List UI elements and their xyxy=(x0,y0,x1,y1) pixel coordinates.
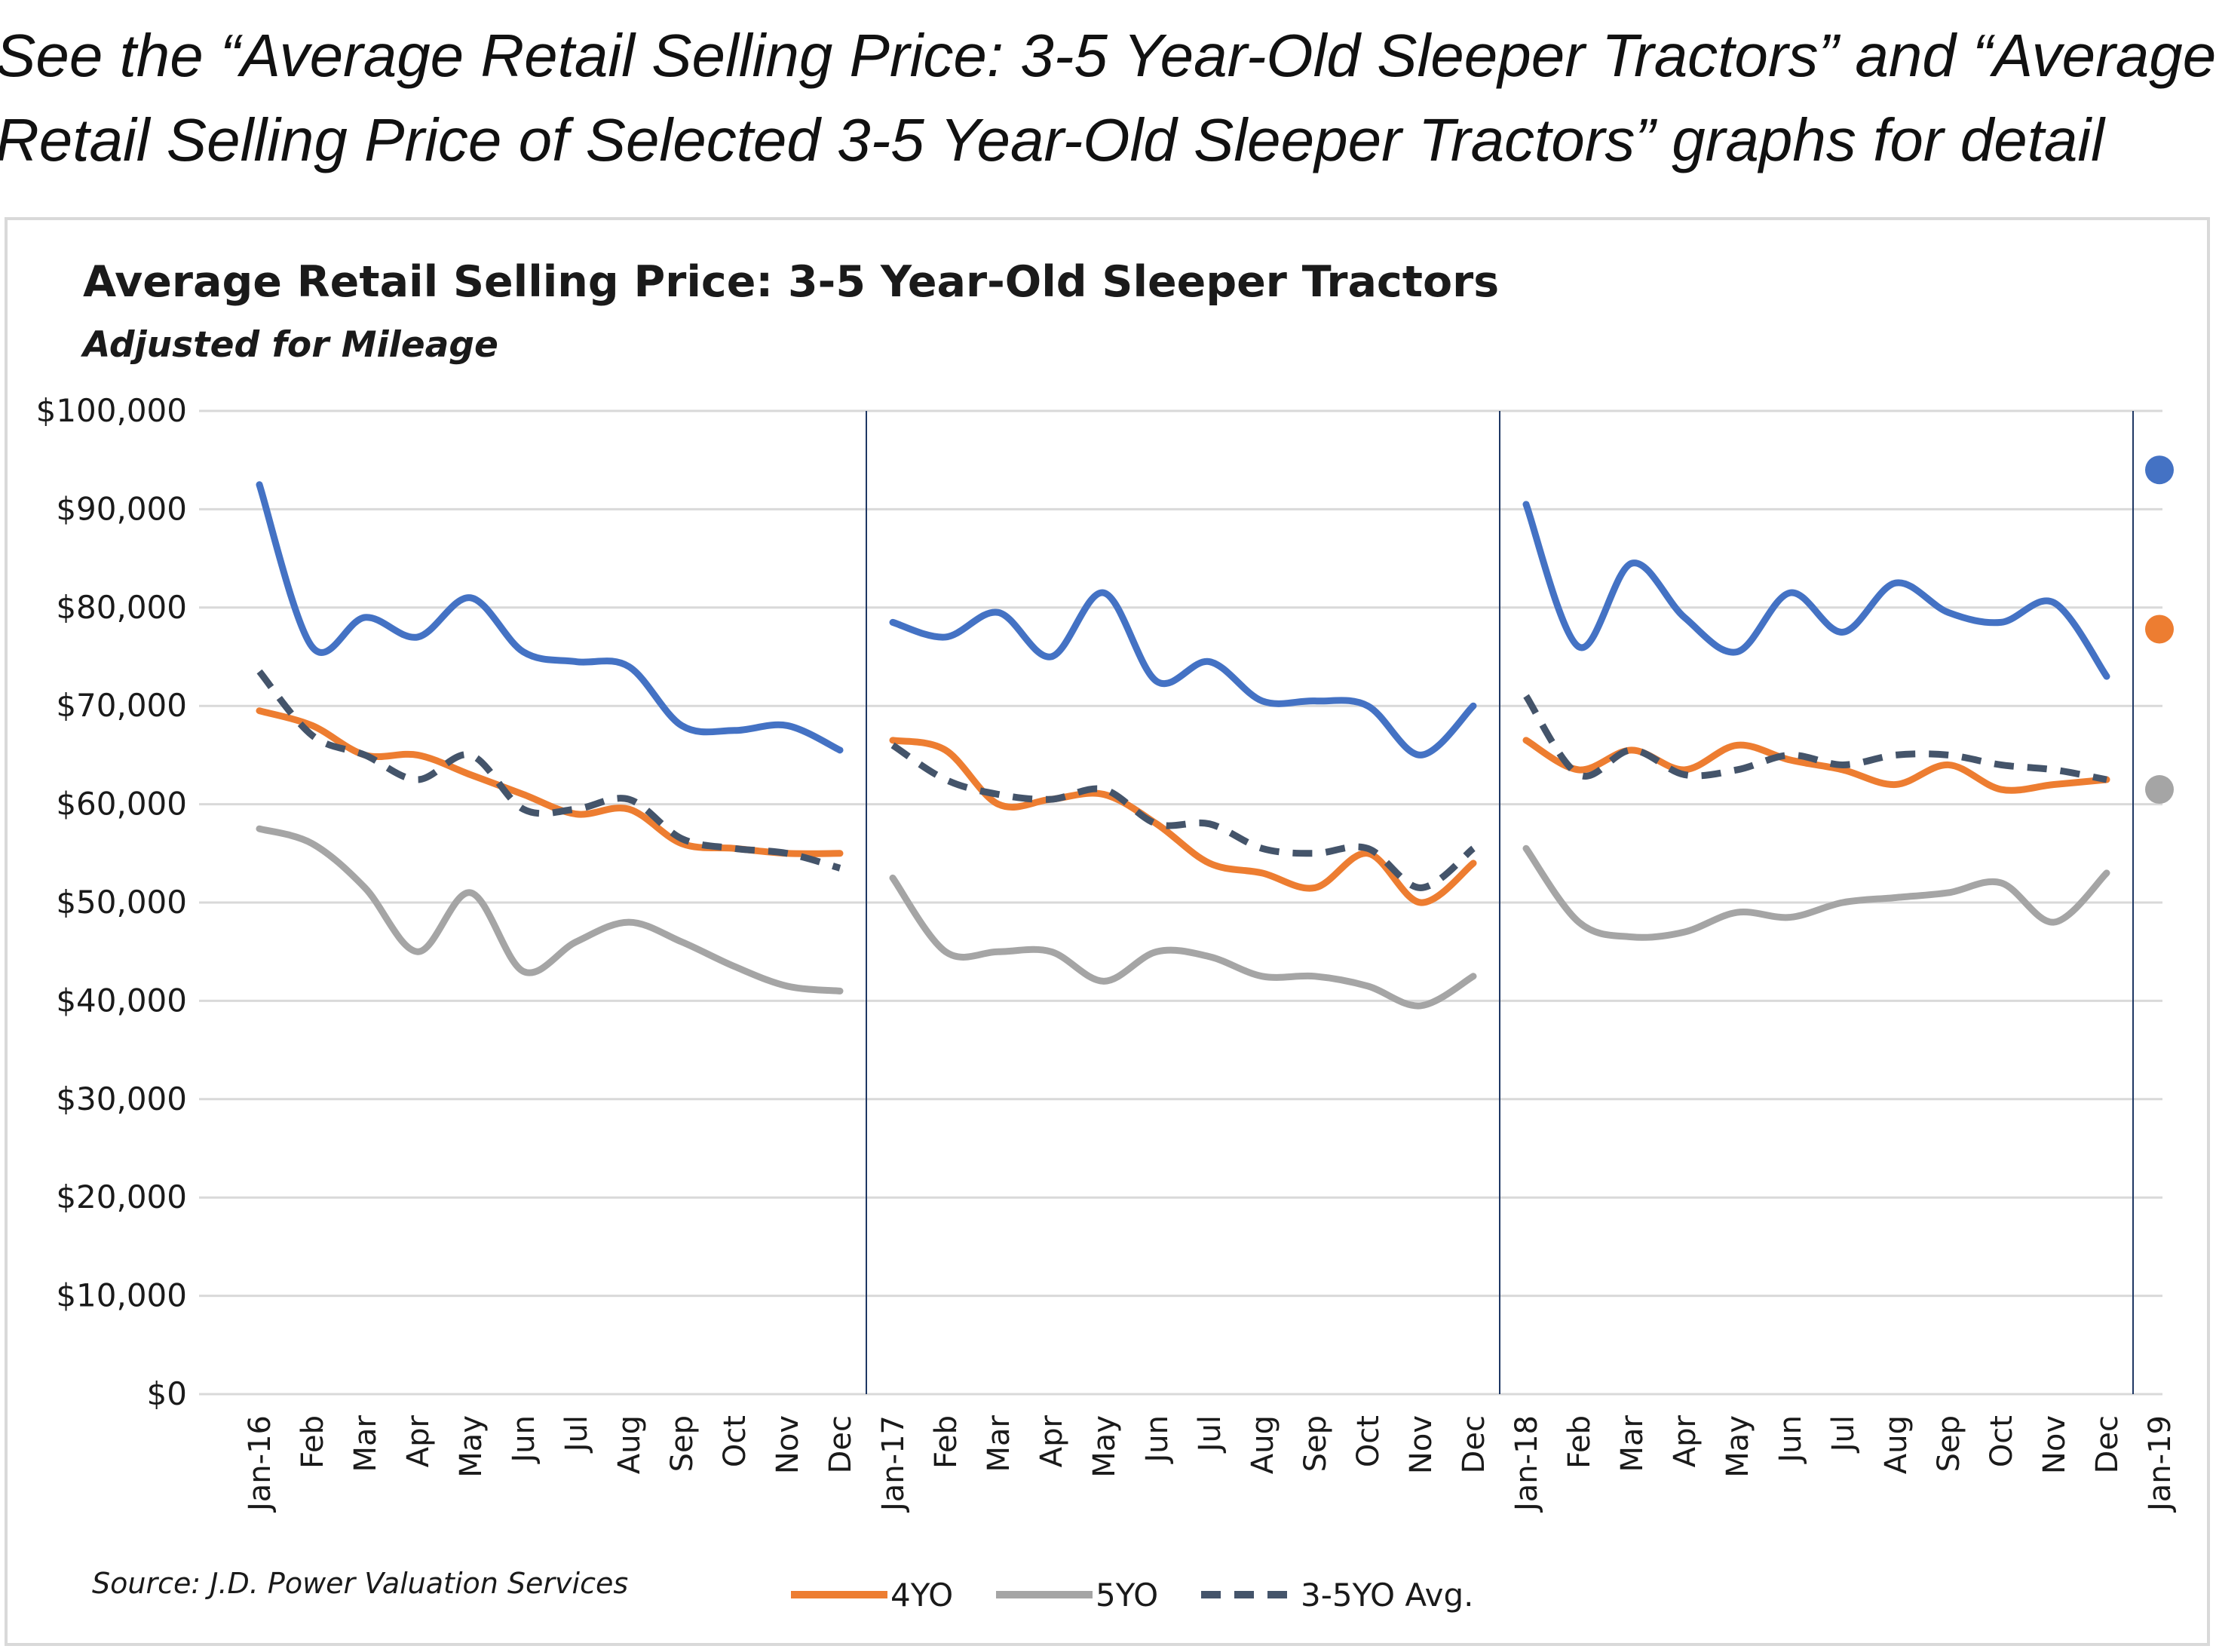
x-tick-label: Sep xyxy=(1932,1415,1966,1472)
gridlines xyxy=(199,409,2162,1396)
y-tick-label: $50,000 xyxy=(56,884,187,921)
y-tick-label: $20,000 xyxy=(56,1178,187,1215)
series-line-3yo-3 xyxy=(1522,501,2110,680)
jan19-point-4yo xyxy=(2145,615,2174,644)
x-tick-label: Mar xyxy=(982,1414,1016,1472)
y-tick-label: $100,000 xyxy=(36,392,187,429)
legend-label-4yo: 4YO xyxy=(890,1577,953,1614)
line-chart: Average Retail Selling Price: 3-5 Year-O… xyxy=(36,257,2178,1614)
x-tick-label: Jun xyxy=(507,1415,541,1465)
x-tick-label: Nov xyxy=(771,1415,805,1474)
y-tick-label: $30,000 xyxy=(56,1080,187,1117)
series-line-4yo-1 xyxy=(256,707,844,857)
y-tick-label: $90,000 xyxy=(56,490,187,527)
x-tick-label: Mar xyxy=(348,1414,383,1472)
x-tick-label: Feb xyxy=(296,1415,330,1469)
x-tick-label: Jan-19 xyxy=(2143,1415,2178,1513)
x-tick-label: Feb xyxy=(929,1415,964,1469)
chart-title: Average Retail Selling Price: 3-5 Year-O… xyxy=(83,257,1499,307)
series-line-avg-2 xyxy=(890,742,1476,891)
series-line-5yo-2 xyxy=(889,874,1477,1010)
year-dividers xyxy=(866,411,2134,1394)
x-tick-label: Jul xyxy=(559,1415,594,1454)
jan19-point-5yo xyxy=(2145,775,2174,805)
series-line-5yo-3 xyxy=(1522,844,2110,941)
intro-line-1: See the “Average Retail Selling Price: 3… xyxy=(0,22,2216,89)
y-tick-label: $80,000 xyxy=(56,589,187,626)
source-note: Source: J.D. Power Valuation Services xyxy=(92,1567,628,1600)
series-lines xyxy=(256,481,2110,1010)
jan19-point-3yo xyxy=(2145,455,2174,485)
legend-label-5yo: 5YO xyxy=(1096,1577,1158,1614)
x-tick-label: Dec xyxy=(823,1415,858,1473)
x-tick-label: Aug xyxy=(1246,1415,1280,1474)
series-line-4yo-2 xyxy=(889,737,1477,906)
x-tick-label: Aug xyxy=(612,1415,647,1474)
chart-frame: Average Retail Selling Price: 3-5 Year-O… xyxy=(5,217,2210,1646)
x-axis: Jan-16 Feb Mar Apr May Jun Jul Aug Sep Oct Nov Dec J… xyxy=(243,1414,2178,1513)
intro-text: See the “Average Retail Selling Price: 3… xyxy=(0,14,2216,182)
x-tick-label: Oct xyxy=(1985,1415,2019,1467)
series-line-avg-3 xyxy=(1523,694,2107,783)
y-tick-label: $0 xyxy=(147,1375,187,1412)
x-tick-label: Jun xyxy=(1773,1415,1808,1465)
x-tick-label: May xyxy=(1721,1415,1755,1478)
x-tick-label: Apr xyxy=(1034,1414,1069,1467)
y-tick-label: $40,000 xyxy=(56,982,187,1019)
series-line-3yo-2 xyxy=(889,589,1477,759)
x-tick-label: Jan-18 xyxy=(1510,1415,1544,1513)
y-axis: $0 $10,000 $20,000 $30,000 $40,000 $50,000 $60… xyxy=(36,392,187,1412)
x-tick-label: Jul xyxy=(1193,1415,1228,1454)
x-tick-label: Oct xyxy=(718,1415,752,1467)
x-tick-label: Jan-17 xyxy=(876,1415,911,1513)
series-line-avg-1 xyxy=(256,669,841,872)
x-tick-label: Sep xyxy=(665,1415,700,1472)
x-tick-label: Dec xyxy=(1457,1415,1491,1473)
x-tick-label: Oct xyxy=(1351,1415,1386,1467)
y-tick-label: $10,000 xyxy=(56,1277,187,1314)
legend: 4YO 5YO 3-5YO Avg. xyxy=(791,1577,1474,1614)
x-tick-label: Mar xyxy=(1615,1414,1650,1472)
x-tick-label: May xyxy=(454,1415,489,1478)
series-line-5yo-1 xyxy=(256,825,844,995)
x-tick-label: Aug xyxy=(1879,1415,1914,1474)
series-line-3yo-1 xyxy=(256,481,844,754)
x-tick-label: Dec xyxy=(2090,1415,2125,1473)
intro-line-2: Retail Selling Price of Selected 3-5 Yea… xyxy=(0,106,2104,173)
y-tick-label: $60,000 xyxy=(56,786,187,823)
x-tick-label: Jun xyxy=(1140,1415,1175,1465)
series-line-4yo-3 xyxy=(1522,737,2110,794)
x-tick-label: May xyxy=(1087,1415,1122,1478)
y-tick-label: $70,000 xyxy=(56,687,187,724)
jan19-points xyxy=(2145,455,2174,805)
x-tick-label: Nov xyxy=(2037,1415,2072,1474)
x-tick-label: Feb xyxy=(1562,1415,1597,1469)
x-tick-label: Jul xyxy=(1826,1415,1861,1454)
chart-subtitle: Adjusted for Mileage xyxy=(80,324,498,366)
x-tick-label: Apr xyxy=(1668,1414,1703,1467)
x-tick-label: Nov xyxy=(1404,1415,1439,1474)
legend-label-avg: 3-5YO Avg. xyxy=(1301,1577,1474,1614)
x-tick-label: Apr xyxy=(401,1414,436,1467)
x-tick-label: Sep xyxy=(1298,1415,1333,1472)
x-tick-label: Jan-16 xyxy=(243,1415,277,1513)
